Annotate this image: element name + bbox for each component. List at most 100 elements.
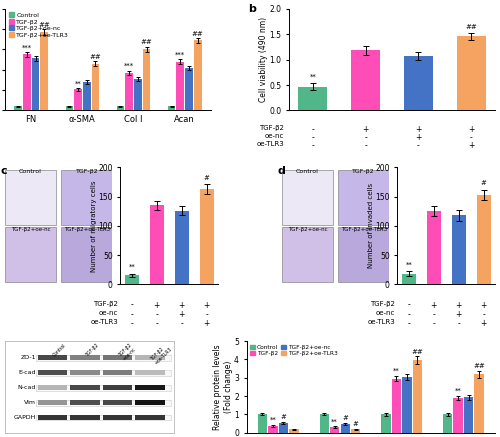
Bar	[135, 370, 164, 375]
Text: oe-nc: oe-nc	[98, 310, 118, 316]
Text: -: -	[180, 319, 183, 328]
Bar	[70, 370, 100, 375]
Text: oe-TLR3: oe-TLR3	[256, 141, 284, 147]
Text: oe-TLR3: oe-TLR3	[368, 319, 395, 325]
Text: Control: Control	[52, 343, 68, 357]
Bar	[32, 59, 40, 111]
Bar	[402, 377, 411, 433]
Bar	[320, 414, 329, 433]
Text: #: #	[481, 180, 486, 186]
Text: +: +	[204, 301, 210, 310]
Bar	[92, 64, 99, 111]
Bar	[38, 355, 67, 360]
Text: TGF-β2: TGF-β2	[85, 343, 100, 358]
Text: TGF-β2: TGF-β2	[76, 169, 98, 174]
Bar	[452, 215, 466, 284]
Bar	[258, 414, 267, 433]
Text: +: +	[204, 319, 210, 328]
Bar	[14, 106, 22, 111]
Text: ##: ##	[473, 363, 485, 369]
Bar	[70, 400, 100, 405]
Bar	[185, 68, 193, 111]
Text: -: -	[312, 125, 314, 134]
Text: Control: Control	[296, 169, 319, 174]
Text: -: -	[364, 141, 367, 150]
Text: +: +	[154, 301, 160, 310]
Text: oe-nc: oe-nc	[376, 310, 395, 316]
Bar	[268, 426, 278, 433]
Bar	[404, 56, 433, 111]
Bar	[36, 400, 170, 406]
Bar	[456, 36, 486, 111]
Bar	[279, 423, 288, 433]
Text: -: -	[408, 301, 410, 310]
Bar	[194, 41, 202, 111]
Text: -: -	[312, 141, 314, 150]
Text: ***: ***	[124, 63, 134, 69]
Text: -: -	[408, 310, 410, 319]
Bar	[150, 205, 164, 284]
Bar	[464, 398, 473, 433]
Text: +: +	[415, 125, 422, 134]
Text: TGF-β2+oe-TLR3: TGF-β2+oe-TLR3	[64, 226, 110, 232]
Bar	[38, 400, 67, 405]
Bar	[340, 424, 350, 433]
Bar	[23, 54, 30, 111]
Text: Control: Control	[19, 169, 42, 174]
Bar	[36, 415, 170, 420]
Bar	[392, 378, 401, 433]
Text: +: +	[178, 301, 185, 310]
Bar	[38, 385, 67, 390]
Text: +: +	[468, 125, 474, 134]
Bar	[102, 385, 132, 390]
Text: +: +	[178, 310, 185, 319]
Bar	[74, 89, 82, 111]
Text: ##: ##	[140, 39, 152, 45]
Text: #: #	[342, 415, 348, 421]
Bar	[200, 189, 213, 284]
Bar	[135, 415, 164, 420]
Bar	[142, 49, 150, 111]
Bar	[330, 427, 340, 433]
Text: **: **	[332, 418, 338, 424]
Text: -: -	[417, 141, 420, 150]
Text: GAPDH: GAPDH	[14, 415, 36, 420]
Y-axis label: Relative protein levels
(Fold change): Relative protein levels (Fold change)	[214, 344, 233, 430]
Text: -: -	[130, 319, 133, 328]
Text: TGF-β2+oe-nc: TGF-β2+oe-nc	[10, 226, 50, 232]
Bar	[427, 211, 440, 284]
Text: ##: ##	[466, 24, 477, 30]
Text: ##: ##	[192, 31, 203, 37]
Bar	[70, 385, 100, 390]
Bar	[413, 361, 422, 433]
Text: TGF-β2: TGF-β2	[93, 301, 118, 307]
Text: +: +	[456, 310, 462, 319]
Text: -: -	[482, 310, 485, 319]
Bar	[135, 400, 164, 405]
Text: +: +	[480, 319, 487, 328]
Text: -: -	[408, 319, 410, 328]
Text: c: c	[0, 166, 7, 176]
Text: oe-TLR3: oe-TLR3	[90, 319, 118, 325]
Bar	[126, 73, 133, 111]
Text: **: **	[454, 388, 462, 394]
Bar	[125, 275, 138, 284]
Bar	[36, 385, 170, 391]
Text: +: +	[456, 301, 462, 310]
Text: +: +	[468, 141, 474, 150]
Bar	[175, 211, 188, 284]
Text: -: -	[130, 301, 133, 310]
Text: +: +	[430, 301, 437, 310]
Bar	[70, 355, 100, 360]
Text: oe-nc: oe-nc	[264, 133, 284, 139]
Text: -: -	[156, 319, 158, 328]
Text: -: -	[470, 133, 472, 142]
Text: #: #	[280, 414, 286, 420]
Bar	[102, 415, 132, 420]
Bar	[40, 32, 48, 111]
Text: N-cad: N-cad	[18, 385, 36, 390]
Bar	[351, 429, 360, 433]
Text: E-cad: E-cad	[18, 370, 36, 375]
Text: +: +	[362, 125, 369, 134]
Bar	[36, 355, 170, 361]
